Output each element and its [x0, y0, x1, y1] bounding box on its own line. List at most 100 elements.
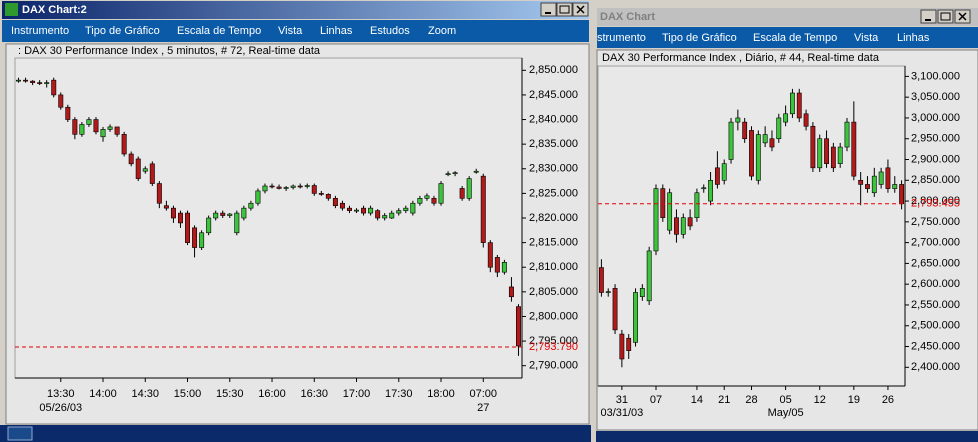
candle-body: [735, 117, 741, 123]
y-tick-label: 2,810.000: [529, 261, 578, 273]
x-tick-label: 18:00: [427, 388, 455, 400]
x-tick-label: 14:00: [89, 388, 117, 400]
candle-body: [769, 138, 775, 148]
menu-item[interactable]: Escala de Tempo: [753, 32, 837, 44]
candle-body: [199, 232, 205, 248]
icon: [576, 5, 585, 14]
candle-body: [667, 192, 673, 231]
menu-item[interactable]: Tipo de Gráfico: [85, 25, 160, 37]
maximize-button[interactable]: [937, 9, 954, 24]
candle-body: [653, 188, 659, 252]
candle-body: [612, 288, 618, 331]
y-tick-label: 2,550.000: [911, 299, 960, 311]
y-tick-label: 2,600.000: [911, 278, 960, 290]
candle-body: [714, 167, 720, 185]
candle-body: [755, 134, 761, 181]
candle-body: [382, 215, 388, 219]
candle-body: [721, 163, 727, 181]
candle-body: [23, 79, 29, 82]
candle-body: [871, 175, 877, 194]
status-button[interactable]: [7, 426, 33, 441]
menu-item[interactable]: Vista: [854, 32, 879, 44]
minimize-button[interactable]: [920, 9, 937, 24]
menu-item[interactable]: Estudos: [370, 25, 410, 37]
title-bar[interactable]: [597, 8, 978, 26]
candle-body: [633, 292, 638, 343]
status-bar: [0, 425, 591, 442]
y-tick-label: 2,800.000: [911, 195, 960, 207]
x-tick-label: 16:30: [301, 388, 329, 400]
candle-body: [135, 158, 141, 179]
y-tick-label: 2,850.000: [529, 64, 578, 76]
candle-body: [142, 168, 148, 172]
candle-body: [290, 185, 296, 188]
candle-body: [44, 82, 50, 84]
candle-body: [865, 184, 870, 189]
candle-body: [241, 207, 247, 219]
candle-body: [728, 121, 734, 160]
candle-body: [149, 163, 155, 184]
candle-body: [494, 257, 500, 273]
candle-body: [431, 198, 437, 204]
candle-body: [107, 126, 113, 130]
menu-item[interactable]: Vista: [278, 25, 303, 37]
candle-body: [885, 167, 891, 189]
candle-body: [790, 92, 795, 115]
y-tick-label: 2,840.000: [529, 113, 578, 125]
candle-body: [283, 187, 289, 189]
candle-body: [762, 134, 768, 144]
candle-body: [375, 210, 381, 219]
menu-item[interactable]: strumento: [597, 32, 646, 44]
y-tick-label: 2,790.000: [529, 360, 578, 372]
candle-body: [619, 333, 625, 360]
title-bar[interactable]: [2, 1, 589, 19]
minimize-button[interactable]: [540, 2, 557, 17]
candle-body: [515, 306, 521, 347]
candle-body: [459, 188, 465, 199]
candle-body: [93, 119, 99, 133]
y-tick-label: 2,700.000: [911, 237, 960, 249]
maximize-button[interactable]: [556, 2, 573, 17]
menu-item[interactable]: Zoom: [428, 25, 456, 37]
window-buttons: [540, 2, 589, 17]
window-title: DAX Chart: [600, 11, 655, 23]
x-tick-label: 15:00: [174, 388, 202, 400]
y-tick-label: 2,850.000: [911, 174, 960, 186]
menu-bar: [597, 27, 978, 48]
candle-body: [304, 185, 310, 187]
x-tick-label: 26: [882, 394, 894, 406]
candle-body: [156, 183, 162, 204]
chart-header: DAX 30 Performance Index , Diário, # 44,…: [602, 52, 880, 64]
candle-body: [192, 227, 198, 248]
candle-body: [354, 209, 360, 212]
candle-body: [501, 262, 507, 273]
menu-item[interactable]: Instrumento: [11, 25, 69, 37]
candle-body: [817, 138, 823, 169]
menu-item[interactable]: Linhas: [897, 32, 930, 44]
x-tick-label: 28: [745, 394, 757, 406]
x-tick-label: 15:30: [216, 388, 244, 400]
x-tick-label: 21: [718, 394, 730, 406]
icon: [559, 5, 570, 14]
candle-body: [262, 185, 268, 192]
candle-body: [163, 205, 169, 209]
x-sublabel: 05/26/03: [39, 402, 82, 414]
menu-item[interactable]: Tipo de Gráfico: [662, 32, 737, 44]
menu-item[interactable]: Escala de Tempo: [177, 25, 261, 37]
candle-body: [297, 185, 303, 188]
x-tick-label: 12: [814, 394, 826, 406]
y-tick-label: 2,750.000: [911, 216, 960, 228]
candle-body: [830, 146, 836, 169]
y-tick-label: 3,000.000: [911, 112, 960, 124]
menu-item[interactable]: Linhas: [320, 25, 353, 37]
candle-body: [220, 212, 226, 216]
window-title: DAX Chart:2: [22, 4, 87, 16]
candle-body: [65, 106, 71, 120]
y-tick-label: 2,805.000: [529, 286, 578, 298]
candle-body: [30, 80, 36, 83]
candle-body: [410, 202, 416, 214]
candle-body: [899, 184, 905, 205]
candle-body: [234, 212, 240, 234]
